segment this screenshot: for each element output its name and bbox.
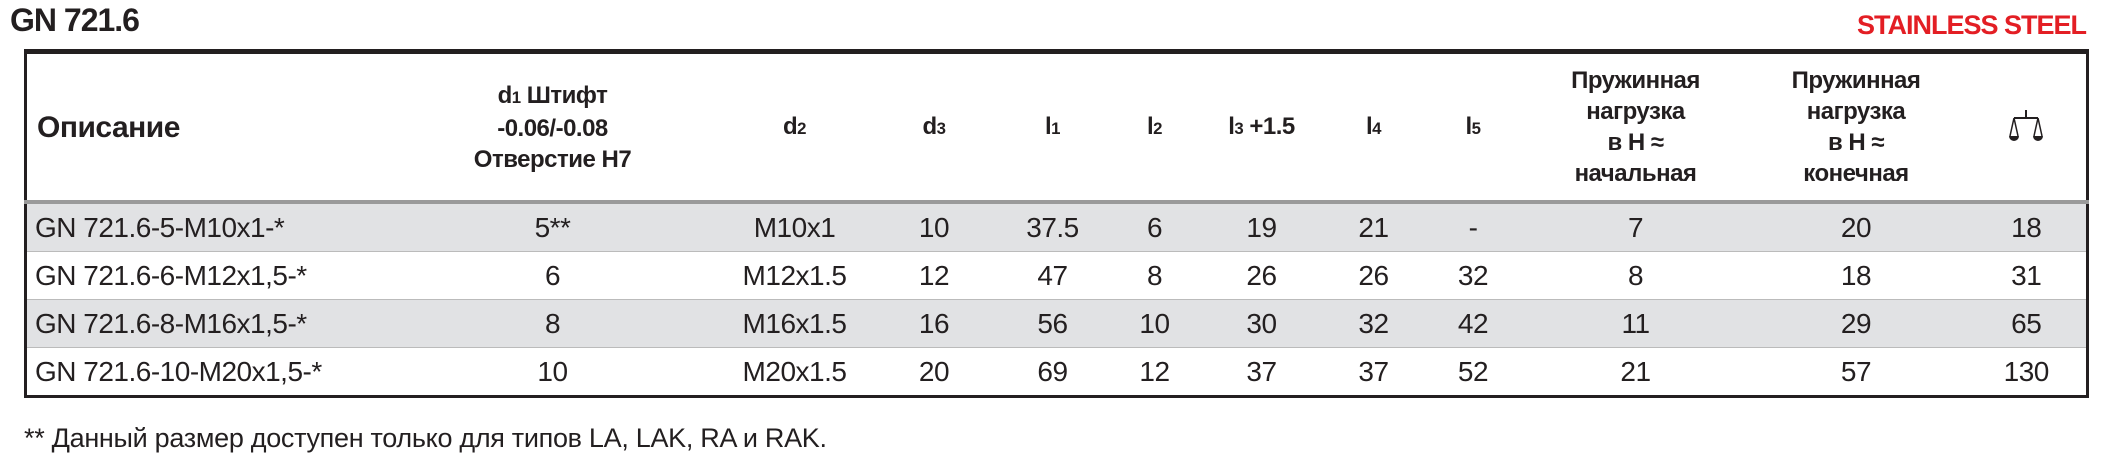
table-row: GN 721.6-10-M20x1,5-* 10 M20x1.5 20 69 12 37 37…	[25, 347, 2088, 397]
col-d3: d3	[875, 51, 993, 204]
cell-weight: 31	[1966, 251, 2088, 300]
col-d1: d1 Штифт -0.06/-0.08 Отверстие H7	[391, 51, 714, 204]
cell-d1: 5**	[391, 201, 714, 252]
cell-d3: 16	[875, 299, 993, 348]
cell-l3: 37	[1196, 347, 1327, 397]
cell-spring-initial: 8	[1525, 251, 1746, 300]
col-l4: l4	[1326, 51, 1421, 204]
cell-l1: 37.5	[992, 201, 1113, 252]
table-row: GN 721.6-6-M12x1,5-* 6 M12x1.5 12 47 8 26 26 32 8…	[25, 251, 2088, 300]
cell-weight: 18	[1966, 201, 2088, 252]
col-description: Описание	[25, 51, 392, 204]
cell-spring-initial: 11	[1525, 299, 1746, 348]
table-row: GN 721.6-8-M16x1,5-* 8 M16x1.5 16 56 10 30 32 42…	[25, 299, 2088, 348]
cell-l1: 69	[992, 347, 1113, 397]
cell-l4: 37	[1326, 347, 1421, 397]
material-badge: STAINLESS STEEL	[1856, 10, 2087, 40]
cell-weight: 130	[1966, 347, 2088, 397]
cell-weight: 65	[1966, 299, 2088, 348]
col-d2: d2	[713, 51, 876, 204]
footnote: ** Данный размер доступен только для тип…	[24, 423, 827, 453]
cell-l2: 10	[1112, 299, 1197, 348]
cell-d2: M10x1	[713, 201, 876, 252]
cell-d2: M20x1.5	[713, 347, 876, 397]
cell-l3: 26	[1196, 251, 1327, 300]
cell-l3: 19	[1196, 201, 1327, 252]
cell-d1: 6	[391, 251, 714, 300]
cell-description: GN 721.6-10-M20x1,5-*	[25, 347, 392, 397]
cell-l4: 26	[1326, 251, 1421, 300]
cell-d1: 10	[391, 347, 714, 397]
weight-scale-icon	[2009, 110, 2044, 141]
cell-description: GN 721.6-5-M10x1-*	[25, 201, 392, 252]
table-row: GN 721.6-5-M10x1-* 5** M10x1 10 37.5 6 19 21-7 2…	[25, 201, 2088, 252]
col-l2: l2	[1112, 51, 1197, 204]
cell-spring-initial: 21	[1525, 347, 1746, 397]
cell-l3: 30	[1196, 299, 1327, 348]
cell-d2: M12x1.5	[713, 251, 876, 300]
specs-table: Описание d1 Штифт -0.06/-0.08 Отверстие H7…	[24, 49, 2089, 398]
cell-l4: 32	[1326, 299, 1421, 348]
col-weight	[1966, 51, 2088, 204]
product-title: GN 721.6	[10, 2, 140, 38]
cell-d3: 10	[875, 201, 993, 252]
cell-l5: -	[1420, 201, 1526, 252]
cell-spring-final: 29	[1745, 299, 1967, 348]
col-l5: l5	[1420, 51, 1526, 204]
cell-d2: M16x1.5	[713, 299, 876, 348]
cell-description: GN 721.6-8-M16x1,5-*	[25, 299, 392, 348]
cell-d3: 20	[875, 347, 993, 397]
cell-l2: 6	[1112, 201, 1197, 252]
cell-l2: 8	[1112, 251, 1197, 300]
cell-description: GN 721.6-6-M12x1,5-*	[25, 251, 392, 300]
cell-l5: 42	[1420, 299, 1526, 348]
col-spring-initial: Пружинная нагрузка в Н ≈ начальная	[1525, 51, 1746, 204]
cell-spring-initial: 7	[1525, 201, 1746, 252]
cell-spring-final: 57	[1745, 347, 1967, 397]
cell-d3: 12	[875, 251, 993, 300]
cell-l2: 12	[1112, 347, 1197, 397]
cell-l5: 52	[1420, 347, 1526, 397]
cell-l4: 21	[1326, 201, 1421, 252]
cell-d1: 8	[391, 299, 714, 348]
cell-l5: 32	[1420, 251, 1526, 300]
cell-l1: 56	[992, 299, 1113, 348]
cell-spring-final: 20	[1745, 201, 1967, 252]
header-row: Описание d1 Штифт -0.06/-0.08 Отверстие H7…	[25, 51, 2088, 204]
col-l3: l3 +1.5	[1196, 51, 1327, 204]
cell-spring-final: 18	[1745, 251, 1967, 300]
cell-l1: 47	[992, 251, 1113, 300]
col-spring-final: Пружинная нагрузка в Н ≈ конечная	[1745, 51, 1967, 204]
col-l1: l1	[992, 51, 1113, 204]
